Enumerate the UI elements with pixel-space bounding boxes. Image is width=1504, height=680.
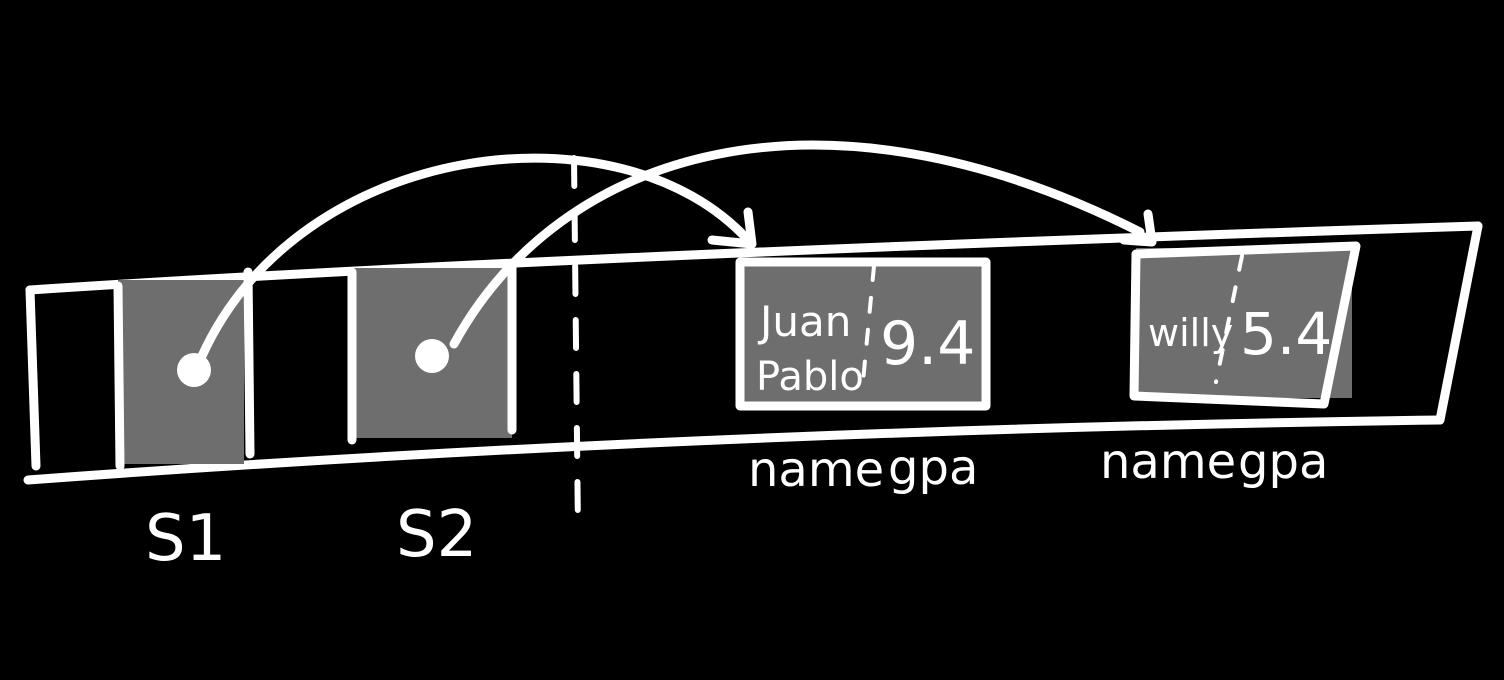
struct-cell-2 [1129, 241, 1361, 409]
pointer-dot-s1 [177, 353, 211, 387]
struct-2-gpa: 5.4 [1240, 300, 1332, 368]
stack-heap-divider [571, 155, 581, 535]
pointer-arrow-s2 [449, 140, 1157, 349]
struct-1-name-line-2: Pablo [756, 354, 864, 400]
pointer-label-s2: S2 [396, 498, 477, 572]
struct-1-field-label-gpa: gpa [888, 440, 978, 496]
struct-2-name: willy [1148, 311, 1233, 355]
struct-1-field-label-name: name [748, 442, 884, 498]
pointer-dot-s2 [415, 339, 449, 373]
struct-1-gpa: 9.4 [880, 309, 975, 379]
field-divider [1214, 254, 1244, 384]
struct-2-field-label-name: name [1100, 434, 1236, 490]
memory-strip [23, 221, 1483, 485]
struct-2-field-label-gpa: gpa [1238, 434, 1328, 490]
field-divider [860, 264, 876, 394]
pointer-label-s1: S1 [145, 502, 226, 576]
struct-1-name-line-1: Juan [757, 297, 851, 346]
struct-cell-1 [735, 257, 991, 411]
pointer-arrow-s1 [197, 153, 757, 361]
